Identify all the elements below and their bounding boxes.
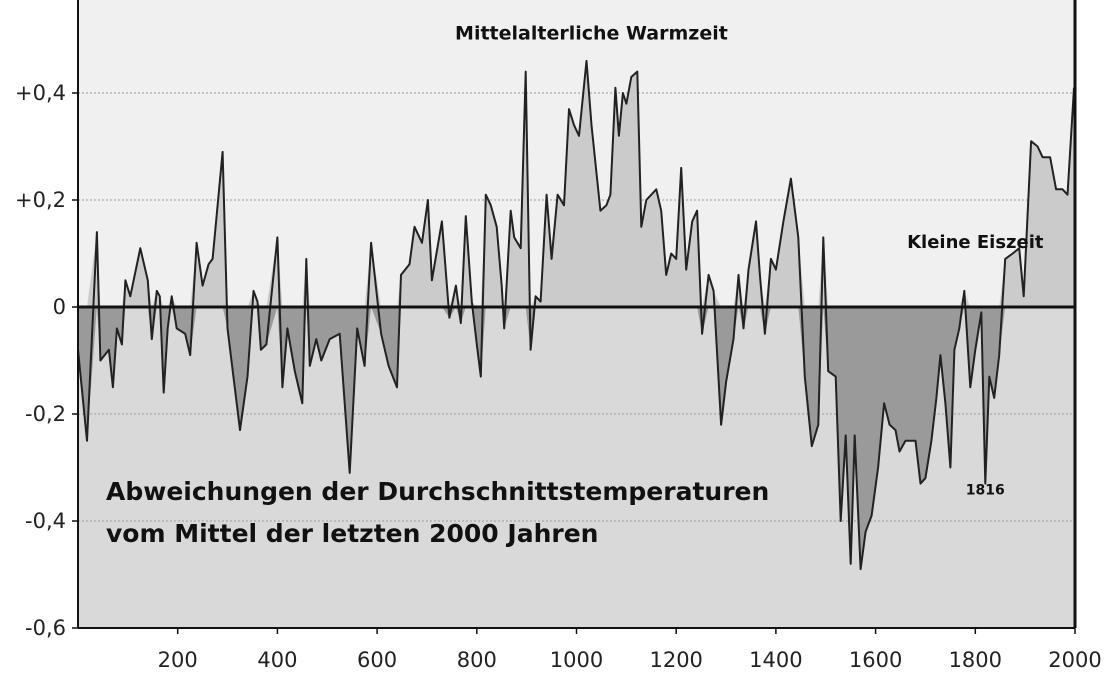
chart-title: Abweichungen der Durchschnittstemperatur… <box>106 477 769 506</box>
y-tick-label: 0 <box>53 295 66 319</box>
positive-area <box>78 60 1075 308</box>
y-tick-label: +0,2 <box>15 188 66 212</box>
x-tick-label: 600 <box>357 648 397 672</box>
x-tick-label: 200 <box>158 648 198 672</box>
annotations: Abweichungen der Durchschnittstemperatur… <box>106 23 1044 549</box>
y-tick-label: +0,4 <box>15 81 66 105</box>
annotation-label: 1816 <box>966 482 1005 498</box>
x-tick-label: 1200 <box>649 648 702 672</box>
y-tick-label: -0,6 <box>25 616 66 640</box>
x-tick-label: 1600 <box>849 648 902 672</box>
negative-area <box>78 307 1075 570</box>
x-tick-label: 800 <box>457 648 497 672</box>
x-tick-label: 400 <box>257 648 297 672</box>
x-tick-label: 1800 <box>949 648 1002 672</box>
chart-subtitle: vom Mittel der letzten 2000 Jahren <box>106 519 598 548</box>
x-tick-label: 1400 <box>749 648 802 672</box>
annotation-label: Kleine Eiszeit <box>907 232 1044 253</box>
x-tick-label: 2000 <box>1048 648 1101 672</box>
y-tick-label: -0,2 <box>25 402 66 426</box>
temperature-line <box>77 59 1075 571</box>
annotation-label: Mittelalterliche Warmzeit <box>455 23 728 45</box>
x-axis-ticks: 200 400 600 800 1000 1200 1400 1600 1800 2000 <box>158 628 1102 672</box>
x-tick-label: 1000 <box>550 648 603 672</box>
y-axis-ticks: +0,4 +0,2 0 -0,2 -0,4 -0,6 <box>15 81 78 640</box>
temperature-area <box>77 59 1075 571</box>
axes <box>77 0 1077 629</box>
y-tick-label: -0,4 <box>25 509 66 533</box>
